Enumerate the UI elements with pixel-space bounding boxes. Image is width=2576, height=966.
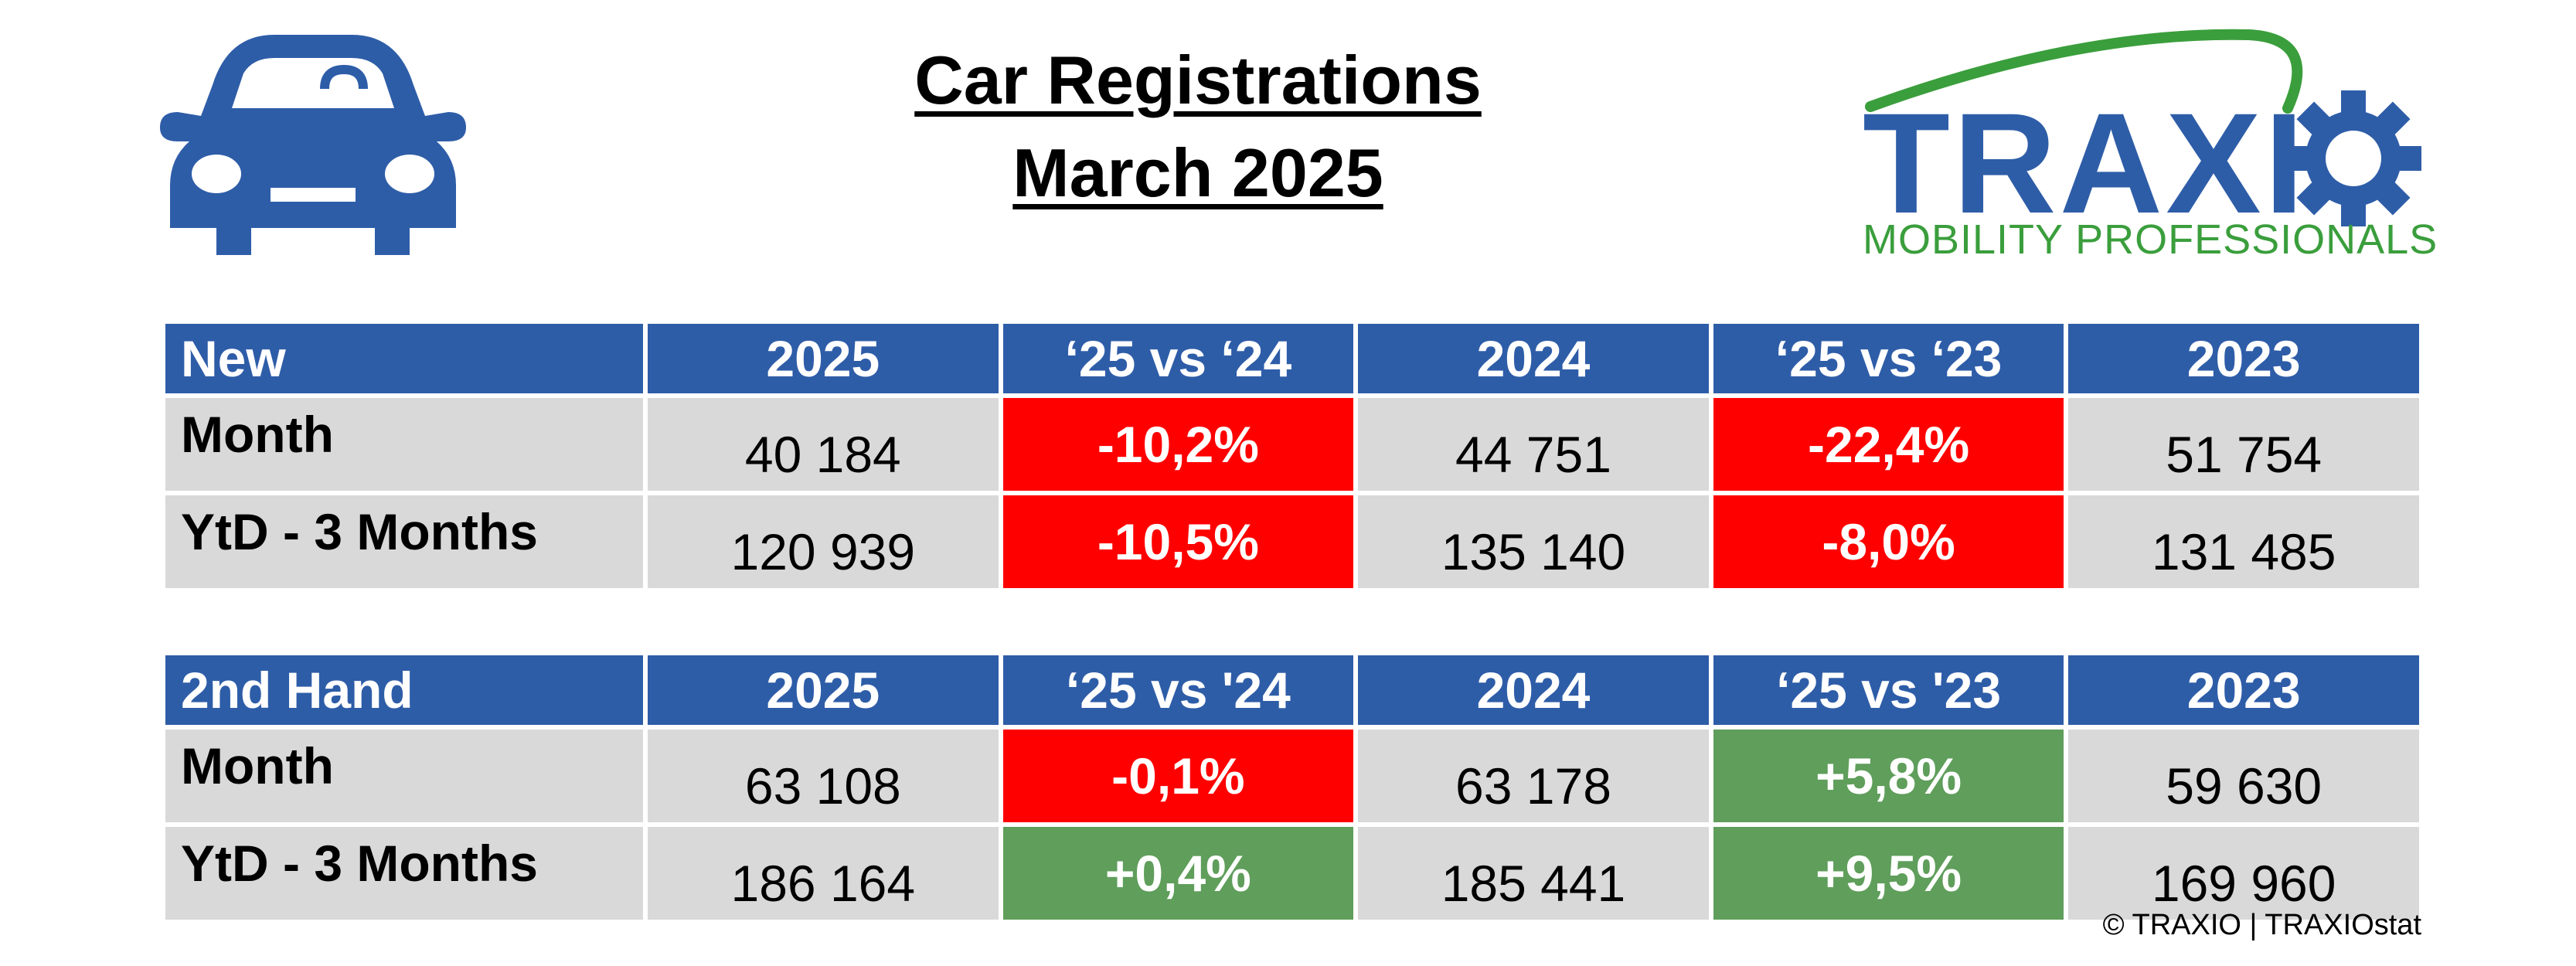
row-label: Month [165, 398, 643, 491]
table-header: ‘25 vs ‘24 [1002, 324, 1354, 393]
value-cell: 185 441 [1358, 827, 1709, 920]
table-header: 2023 [2068, 324, 2419, 393]
value-cell: 59 630 [2068, 730, 2419, 822]
value-cell: 131 485 [2068, 495, 2419, 588]
change-cell: -8,0% [1713, 495, 2064, 588]
value-cell: 120 939 [648, 495, 999, 588]
change-cell: +0,4% [1002, 827, 1354, 920]
table-row: Month 63 108 -0,1% 63 178 +5,8% 59 630 [165, 730, 2419, 822]
table-row: YtD - 3 Months 120 939 -10,5% 135 140 -8… [165, 495, 2419, 588]
table-header-row: New 2025 ‘25 vs ‘24 2024 ‘25 vs ‘23 2023 [165, 324, 2419, 393]
table-header: 2025 [648, 655, 999, 725]
table-header: ‘25 vs '23 [1713, 655, 2064, 725]
value-cell: 186 164 [648, 827, 999, 920]
traxio-logo-swoosh [1865, 29, 2421, 226]
change-cell: -10,5% [1002, 495, 1354, 588]
logo-tagline: MOBILITY PROFESSIONALS [1863, 216, 2438, 263]
value-cell: 44 751 [1358, 398, 1709, 491]
value-cell: 63 178 [1358, 730, 1709, 822]
change-cell: -10,2% [1002, 398, 1354, 491]
new-car-table: New 2025 ‘25 vs ‘24 2024 ‘25 vs ‘23 2023… [161, 319, 2424, 593]
value-cell: 51 754 [2068, 398, 2419, 491]
copyright-notice: © TRAXIO | TRAXIOstat [2102, 909, 2421, 941]
change-cell: +5,8% [1713, 730, 2064, 822]
table-header: ‘25 vs '24 [1002, 655, 1354, 725]
value-cell: 63 108 [648, 730, 999, 822]
table-header: 2024 [1358, 655, 1709, 725]
row-label: YtD - 3 Months [165, 827, 643, 920]
table-header: 2024 [1358, 324, 1709, 393]
table-header: 2023 [2068, 655, 2419, 725]
table-header: New [165, 324, 643, 393]
row-label: YtD - 3 Months [165, 495, 643, 588]
used-car-table: 2nd Hand 2025 ‘25 vs '24 2024 ‘25 vs '23… [161, 651, 2424, 924]
table-header: 2nd Hand [165, 655, 643, 725]
page-title: Car Registrations [914, 42, 1482, 118]
table-header: 2025 [648, 324, 999, 393]
table-header-row: 2nd Hand 2025 ‘25 vs '24 2024 ‘25 vs '23… [165, 655, 2419, 725]
change-cell: -0,1% [1002, 730, 1354, 822]
table-row: Month 40 184 -10,2% 44 751 -22,4% 51 754 [165, 398, 2419, 491]
change-cell: -22,4% [1713, 398, 2064, 491]
page-subtitle: March 2025 [1012, 134, 1383, 211]
logo-wordmark: TRAXI [1863, 84, 2307, 243]
row-label: Month [165, 730, 643, 822]
table-row: YtD - 3 Months 186 164 +0,4% 185 441 +9,… [165, 827, 2419, 920]
table-header: ‘25 vs ‘23 [1713, 324, 2064, 393]
value-cell: 169 960 [2068, 827, 2419, 920]
value-cell: 40 184 [648, 398, 999, 491]
value-cell: 135 140 [1358, 495, 1709, 588]
car-icon [160, 35, 466, 255]
change-cell: +9,5% [1713, 827, 2064, 920]
